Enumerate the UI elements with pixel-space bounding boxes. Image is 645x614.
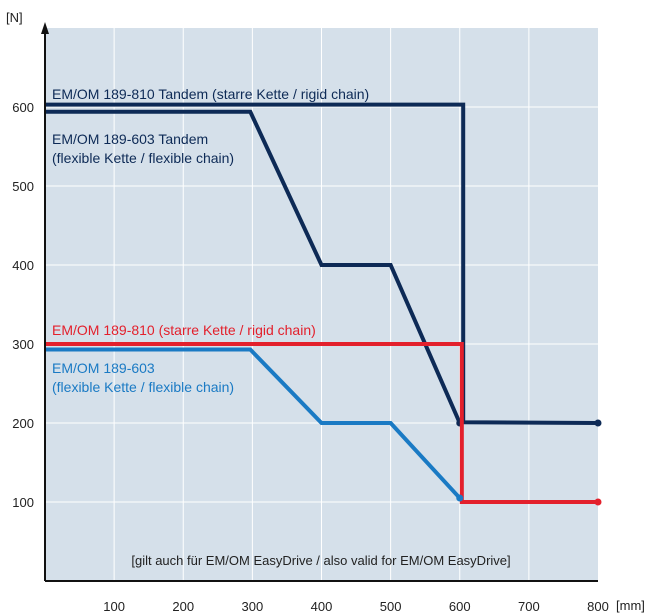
series-label-line: EM/OM 189-810 (starre Kette / rigid chai… — [52, 322, 316, 338]
x-tick-label: 700 — [518, 599, 540, 614]
y-tick-label: 100 — [12, 495, 34, 510]
y-tick-label: 300 — [12, 337, 34, 352]
y-tick-label: 600 — [12, 100, 34, 115]
x-tick-label: 400 — [311, 599, 333, 614]
y-axis-arrow — [41, 22, 49, 34]
series-label-line: EM/OM 189-810 Tandem (starre Kette / rig… — [52, 86, 369, 102]
y-tick-label: 200 — [12, 416, 34, 431]
y-tick-label: 400 — [12, 258, 34, 273]
x-tick-label: 200 — [172, 599, 194, 614]
x-tick-label: 500 — [380, 599, 402, 614]
x-tick-label: 100 — [103, 599, 125, 614]
series-line — [45, 109, 462, 424]
annotation: [gilt auch für EM/OM EasyDrive / also va… — [131, 553, 510, 568]
series-label: EM/OM 189-603 (flexible Kette / flexible … — [52, 360, 234, 395]
series-label: EM/OM 189-810 (starre Kette / rigid chai… — [52, 322, 316, 338]
x-unit: [mm] — [616, 598, 645, 613]
x-tick-label: 300 — [242, 599, 264, 614]
series-label-line: (flexible Kette / flexible chain) — [52, 150, 234, 166]
end-marker — [594, 498, 602, 506]
end-marker — [456, 494, 464, 502]
x-tick-label: 800 — [587, 599, 609, 614]
series-label-line: (flexible Kette / flexible chain) — [52, 379, 234, 395]
series-label-line: EM/OM 189-603 — [52, 360, 155, 376]
end-marker — [594, 419, 602, 427]
series-label: EM/OM 189-810 Tandem (starre Kette / rig… — [52, 86, 369, 102]
series-line — [45, 347, 462, 500]
series-line — [45, 102, 599, 425]
series-line — [45, 342, 598, 504]
y-tick-label: 500 — [12, 179, 34, 194]
series-label-line: EM/OM 189-603 Tandem — [52, 131, 208, 147]
y-unit: [N] — [6, 10, 23, 25]
series-label: EM/OM 189-603 Tandem (flexible Kette / fl… — [52, 131, 234, 166]
lines — [45, 102, 602, 506]
x-tick-label: 600 — [449, 599, 471, 614]
